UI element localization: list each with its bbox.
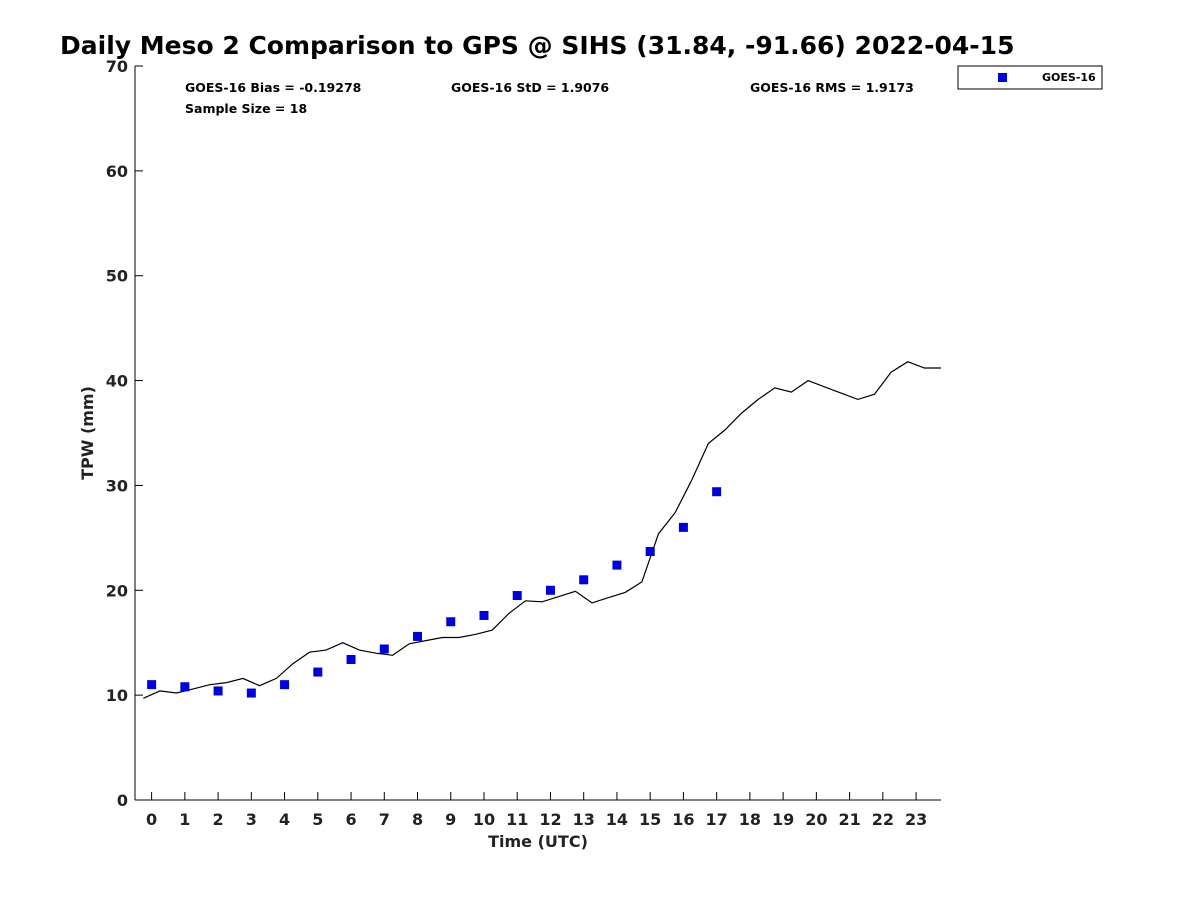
y-tick-label: 60	[106, 162, 128, 181]
goes16-point	[246, 688, 256, 698]
x-tick-label: 2	[213, 810, 224, 829]
x-tick-label: 21	[838, 810, 860, 829]
x-tick-label: 8	[412, 810, 423, 829]
y-tick-label: 30	[106, 476, 128, 495]
goes16-point	[213, 686, 223, 696]
x-tick-label: 11	[506, 810, 528, 829]
stat-std: GOES-16 StD = 1.9076	[451, 80, 609, 95]
goes16-point	[413, 631, 423, 641]
y-tick-label: 50	[106, 267, 128, 286]
x-tick-label: 18	[739, 810, 761, 829]
goes16-point	[346, 654, 356, 664]
x-tick-label: 22	[872, 810, 894, 829]
goes16-point	[645, 546, 655, 556]
x-tick-label: 13	[573, 810, 595, 829]
goes16-point	[545, 585, 555, 595]
y-tick-label: 0	[117, 791, 128, 810]
x-tick-label: 14	[606, 810, 628, 829]
x-tick-label: 4	[279, 810, 290, 829]
goes16-point	[479, 610, 489, 620]
x-tick-label: 1	[179, 810, 190, 829]
x-tick-label: 6	[345, 810, 356, 829]
x-tick-label: 17	[706, 810, 728, 829]
legend-marker-goes16	[998, 73, 1007, 82]
y-axis-label: TPW (mm)	[78, 386, 97, 480]
goes16-point	[712, 487, 722, 497]
x-tick-label: 0	[146, 810, 157, 829]
y-tick-label: 20	[106, 581, 128, 600]
x-tick-label: 9	[445, 810, 456, 829]
x-tick-label: 16	[672, 810, 694, 829]
stat-sample-size: Sample Size = 18	[185, 101, 307, 116]
goes16-point	[280, 680, 290, 690]
legend-box	[957, 65, 1103, 90]
y-axis-ticks: 0 10 20 30 40 50 60 70	[106, 57, 143, 810]
goes16-point	[446, 617, 456, 627]
x-tick-label: 5	[312, 810, 323, 829]
x-axis-label: Time (UTC)	[488, 832, 588, 851]
stat-rms: GOES-16 RMS = 1.9173	[750, 80, 914, 95]
goes16-point	[147, 680, 157, 690]
stat-bias: GOES-16 Bias = -0.19278	[185, 80, 361, 95]
x-tick-label: 15	[639, 810, 661, 829]
goes16-point	[512, 591, 522, 601]
x-axis-ticks: 0 1 2 3 4 5 6 7 8 9 10 11 12 13 14 15 16 17 18 19 20 21 22 23	[146, 792, 927, 829]
x-tick-label: 7	[379, 810, 390, 829]
x-tick-label: 10	[473, 810, 495, 829]
legend: GOES-16	[957, 65, 1103, 90]
plot-area	[134, 66, 941, 801]
goes16-point	[579, 575, 589, 585]
x-tick-label: 3	[246, 810, 257, 829]
y-tick-label: 10	[106, 686, 128, 705]
chart-title: Daily Meso 2 Comparison to GPS @ SIHS (3…	[60, 31, 1014, 60]
goes16-point	[379, 644, 389, 654]
goes16-point	[313, 667, 323, 677]
series-layer	[143, 361, 941, 699]
x-tick-label: 19	[772, 810, 794, 829]
x-tick-label: 12	[539, 810, 561, 829]
gps-series-line	[143, 361, 941, 699]
y-tick-label: 70	[106, 57, 128, 76]
goes16-point	[612, 560, 622, 570]
y-tick-label: 40	[106, 372, 128, 391]
legend-label-goes16: GOES-16	[1042, 71, 1096, 84]
goes16-point	[180, 682, 190, 692]
x-tick-label: 20	[805, 810, 827, 829]
x-tick-label: 23	[905, 810, 927, 829]
goes16-point	[678, 522, 688, 532]
